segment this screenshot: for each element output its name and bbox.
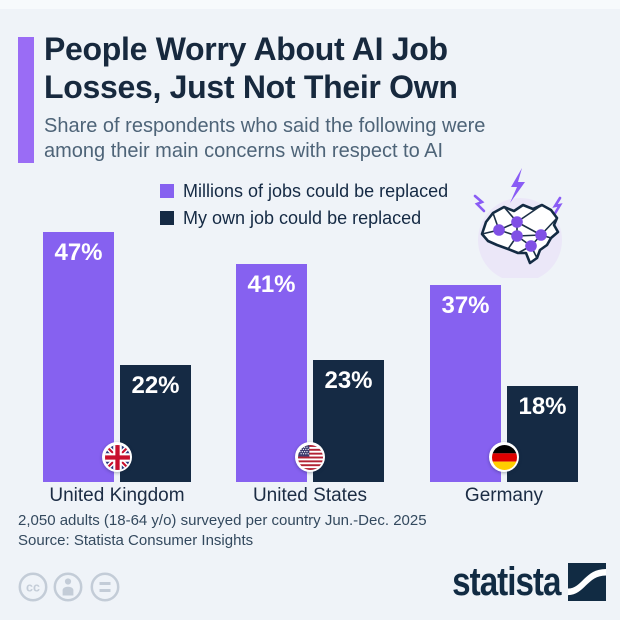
statista-logo: statista bbox=[430, 562, 606, 602]
legend-label: Millions of jobs could be replaced bbox=[183, 180, 449, 201]
cc-license-badges: cc bbox=[16, 569, 122, 610]
bar-united-kingdom-own-job: 22% bbox=[120, 365, 191, 482]
lightning-bolt-icon bbox=[473, 194, 486, 213]
title-accent-bar bbox=[18, 37, 34, 163]
equal-sign-icon bbox=[90, 572, 120, 602]
bar-value-label: 23% bbox=[324, 367, 373, 394]
country-label: Germany bbox=[464, 485, 544, 506]
germany-flag-icon bbox=[489, 442, 519, 472]
bar-germany-own-job: 18% bbox=[507, 386, 578, 482]
bar-value-label: 37% bbox=[441, 292, 490, 319]
bar-united-states-millions: 41% bbox=[236, 264, 307, 482]
title-line-2: Losses, Just Not Their Own bbox=[44, 69, 458, 105]
legend-swatch-navy-icon bbox=[160, 211, 174, 225]
statista-wordmark: statista bbox=[451, 560, 561, 604]
title-line-1: People Worry About AI Job bbox=[44, 31, 448, 67]
legend-label: My own job could be replaced bbox=[183, 207, 422, 228]
page-title: People Worry About AI Job Losses, Just N… bbox=[44, 30, 458, 106]
uk-flag-icon bbox=[102, 442, 132, 472]
country-label: United Kingdom bbox=[49, 485, 185, 506]
lightning-bolt-icon bbox=[552, 196, 563, 217]
bar-united-states-own-job: 23% bbox=[313, 360, 384, 482]
country-label: United States bbox=[252, 485, 368, 506]
bar-value-label: 18% bbox=[518, 393, 567, 420]
source-line: Source: Statista Consumer Insights bbox=[18, 532, 254, 549]
us-flag-icon bbox=[295, 442, 325, 472]
legend-swatch-purple-icon bbox=[160, 184, 174, 198]
statista-logo-mark bbox=[568, 563, 606, 601]
legend-item-millions: Millions of jobs could be replaced bbox=[160, 180, 448, 202]
legend: Millions of jobs could be replaced My ow… bbox=[160, 180, 448, 234]
bar-germany-millions: 37% bbox=[430, 285, 501, 482]
cc-icon bbox=[18, 572, 48, 602]
attribution-person-icon bbox=[53, 572, 83, 602]
subtitle-line-2: among their main concerns with respect t… bbox=[44, 140, 444, 162]
top-strip bbox=[0, 0, 620, 9]
bar-value-label: 41% bbox=[247, 271, 296, 298]
subtitle-line-1: Share of respondents who said the follow… bbox=[44, 115, 486, 137]
lightning-bolt-icon bbox=[510, 168, 525, 203]
survey-note: 2,050 adults (18-64 y/o) surveyed per co… bbox=[18, 512, 427, 529]
bar-united-kingdom-millions: 47% bbox=[43, 232, 114, 482]
bar-value-label: 22% bbox=[131, 372, 180, 399]
ai-brain-icon bbox=[466, 158, 596, 283]
svg-text:cc: cc bbox=[26, 581, 40, 595]
legend-item-own-job: My own job could be replaced bbox=[160, 207, 448, 229]
bar-value-label: 47% bbox=[54, 239, 103, 266]
page-subtitle: Share of respondents who said the follow… bbox=[44, 114, 485, 164]
